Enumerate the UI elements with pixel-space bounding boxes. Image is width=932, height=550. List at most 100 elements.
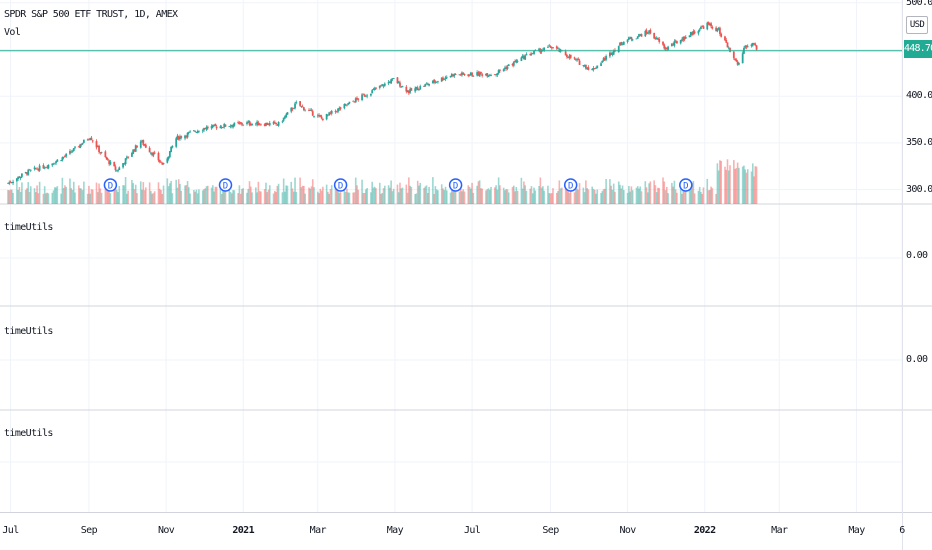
- volume-bar: [524, 185, 526, 204]
- candle: [52, 163, 55, 165]
- candle: [65, 153, 68, 157]
- volume-bar: [62, 188, 65, 204]
- volume-bar: [558, 180, 561, 204]
- candle: [204, 128, 207, 129]
- volume-bar: [513, 185, 515, 204]
- volume-bar: [24, 189, 27, 204]
- dividend-marker: D: [103, 178, 118, 192]
- volume-bar: [706, 178, 709, 204]
- volume-bar: [152, 193, 155, 204]
- candle: [445, 77, 448, 79]
- candle: [113, 162, 116, 167]
- candle: [319, 115, 322, 117]
- volume-bar: [185, 185, 188, 204]
- volume-bar: [667, 193, 669, 204]
- volume-bar: [72, 181, 75, 204]
- candle: [162, 163, 165, 165]
- volume-bar: [16, 181, 18, 204]
- candle: [21, 173, 23, 177]
- candle: [497, 70, 500, 74]
- volume-bar: [100, 192, 103, 204]
- candle: [750, 44, 753, 47]
- candle: [399, 82, 401, 87]
- candle: [79, 144, 81, 148]
- volume-bar: [682, 178, 685, 204]
- candle: [18, 176, 21, 178]
- volume-bar: [574, 186, 577, 204]
- volume-bar: [118, 186, 121, 204]
- volume-bar: [671, 182, 673, 204]
- time-tick-label: 2021: [232, 525, 255, 536]
- volume-bar: [645, 187, 648, 204]
- volume-bar: [65, 186, 67, 204]
- candle: [196, 131, 199, 133]
- candle: [507, 64, 510, 66]
- candle: [555, 46, 558, 49]
- volume-bar: [74, 192, 76, 204]
- candle: [125, 156, 128, 158]
- pane-3-label: timeUtils: [4, 428, 53, 439]
- volume-bar: [308, 187, 310, 204]
- candle: [139, 141, 142, 148]
- volume-bar: [224, 190, 227, 204]
- volume-bar: [416, 180, 419, 204]
- candle: [640, 34, 643, 37]
- volume-bar: [334, 187, 337, 204]
- volume-bar: [158, 188, 161, 204]
- pane-1-value: 0.00: [906, 250, 928, 261]
- volume-bar: [201, 190, 204, 204]
- candle: [390, 79, 393, 84]
- volume-bar: [711, 188, 714, 204]
- candle: [450, 73, 453, 77]
- candle: [673, 41, 676, 46]
- candle: [309, 110, 312, 111]
- candle: [392, 78, 395, 79]
- candle: [215, 126, 218, 129]
- volume-bar: [160, 190, 162, 204]
- candle: [566, 54, 568, 57]
- gridlines: [0, 0, 903, 512]
- volume-bar: [113, 185, 116, 204]
- volume-bar: [576, 188, 578, 204]
- candle: [60, 160, 63, 162]
- candle: [42, 165, 45, 169]
- volume-bar: [276, 185, 279, 204]
- volume-bar: [344, 191, 347, 204]
- candle: [46, 166, 49, 168]
- volume-bar: [381, 193, 384, 204]
- candle: [328, 112, 331, 116]
- volume-bar: [540, 187, 543, 204]
- candle: [391, 78, 394, 80]
- candle: [62, 156, 65, 158]
- volume-bar: [53, 187, 56, 204]
- volume-bar: [21, 182, 23, 204]
- volume-bar: [131, 179, 133, 204]
- volume-bar: [568, 192, 571, 204]
- time-tick-label: Nov: [619, 525, 636, 536]
- volume-bar: [56, 186, 59, 204]
- currency-button[interactable]: USD: [906, 16, 928, 34]
- candle: [82, 139, 85, 143]
- candle: [372, 89, 375, 90]
- volume-bar: [325, 184, 328, 204]
- candle: [375, 87, 377, 89]
- volume-bar: [496, 189, 499, 204]
- dividend-marker-label: D: [453, 182, 458, 192]
- volume-bar: [36, 185, 38, 204]
- volume-bar: [294, 177, 296, 204]
- candle: [603, 58, 606, 61]
- volume-bar: [43, 186, 46, 204]
- price-tick-label: 400.00: [906, 90, 932, 102]
- candle: [557, 48, 559, 50]
- candle: [26, 172, 28, 175]
- volume-bar: [459, 185, 462, 204]
- candle: [343, 104, 346, 109]
- candle: [277, 122, 280, 126]
- candle: [552, 47, 554, 48]
- volume-bar: [126, 193, 128, 204]
- candle: [180, 136, 183, 138]
- candle: [294, 103, 296, 109]
- candle: [256, 121, 259, 125]
